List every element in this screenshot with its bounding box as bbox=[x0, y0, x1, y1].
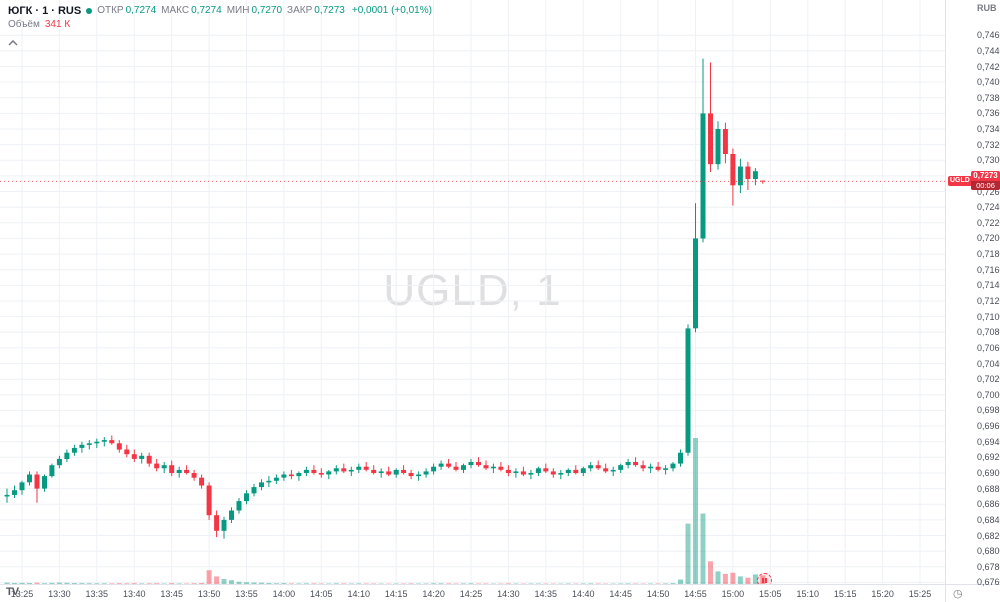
symbol-price-chip[interactable]: UGLD bbox=[948, 176, 972, 187]
time-tick-label: 15:00 bbox=[721, 589, 745, 599]
time-tick-label: 14:50 bbox=[646, 589, 670, 599]
time-tick-label: 13:40 bbox=[123, 589, 146, 599]
chart-plot-area[interactable]: UGLD, 1 ЮГК · 1 · RUS ОТКР 0,7274 МАКС 0,7… bbox=[0, 0, 945, 584]
legend-collapse-button[interactable] bbox=[8, 35, 28, 50]
high-label: МАКС bbox=[161, 5, 190, 16]
legend-volume-row: Объём 341 К bbox=[8, 19, 432, 31]
time-tick-label: 15:25 bbox=[908, 589, 932, 599]
low-value: 0,7270 bbox=[251, 5, 283, 16]
pause-bar bbox=[762, 578, 764, 583]
time-tick-label: 14:20 bbox=[422, 589, 445, 599]
close-value: 0,7273 bbox=[314, 5, 345, 16]
pause-bar bbox=[765, 578, 767, 583]
time-tick-label: 13:55 bbox=[235, 589, 258, 599]
chart-legend: ЮГК · 1 · RUS ОТКР 0,7274 МАКС 0,7274 МИН 0… bbox=[8, 5, 432, 50]
time-tick-label: 13:30 bbox=[48, 589, 71, 599]
candlestick-chart bbox=[0, 0, 945, 584]
time-tick-label: 14:00 bbox=[272, 589, 296, 599]
last-price-tag[interactable]: 0,7273 00:06 bbox=[971, 171, 1000, 191]
time-tick-label: 15:05 bbox=[759, 589, 782, 599]
time-tick-label: 14:35 bbox=[534, 589, 558, 599]
tradingview-logo[interactable]: TV bbox=[6, 586, 19, 598]
market-status-icon[interactable] bbox=[86, 8, 93, 14]
price-tick-label: 0,6760 bbox=[977, 577, 1000, 588]
time-tick-label: 15:20 bbox=[871, 589, 894, 599]
time-tick-label: 14:10 bbox=[347, 589, 371, 599]
open-value: 0,7274 bbox=[125, 5, 157, 16]
time-tick-label: 14:45 bbox=[609, 589, 632, 599]
time-tick-label: 13:50 bbox=[197, 589, 221, 599]
currency-label: RUB bbox=[977, 3, 997, 13]
time-tick-label: 14:40 bbox=[572, 589, 595, 599]
time-tick-label: 14:25 bbox=[459, 589, 483, 599]
volume-value: 341 К bbox=[44, 19, 71, 30]
symbol-title[interactable]: ЮГК · 1 · RUS bbox=[8, 5, 82, 17]
time-tick-label: 13:45 bbox=[160, 589, 183, 599]
low-label: МИН bbox=[226, 5, 250, 16]
time-tick-label: 13:35 bbox=[85, 589, 109, 599]
time-tick-label: 15:15 bbox=[833, 589, 857, 599]
trading-halt-marker-icon[interactable] bbox=[757, 573, 772, 584]
time-tick-label: 14:15 bbox=[384, 589, 408, 599]
last-price: 0,7273 bbox=[973, 171, 998, 181]
time-tick-label: 14:30 bbox=[497, 589, 520, 599]
time-tick-label: 13:25 bbox=[10, 589, 34, 599]
clock-icon[interactable]: ◷ bbox=[953, 588, 963, 600]
time-tick-label: 15:10 bbox=[796, 589, 820, 599]
change-value: +0,0001 (+0,01%) bbox=[351, 5, 432, 16]
time-tick-label: 14:55 bbox=[684, 589, 707, 599]
volume-label: Объём bbox=[8, 19, 40, 30]
chevron-up-icon bbox=[8, 39, 18, 46]
high-value: 0,7274 bbox=[191, 5, 222, 16]
legend-main-row: ЮГК · 1 · RUS ОТКР 0,7274 МАКС 0,7274 МИН 0… bbox=[8, 5, 432, 17]
time-axis[interactable]: 13:25 13:30 13:35 13:40 13:45 13:50 13:55 14:00… bbox=[0, 584, 945, 602]
close-label: ЗАКР bbox=[287, 5, 313, 16]
time-tick-label: 14:05 bbox=[310, 589, 333, 599]
bar-countdown: 00:06 bbox=[971, 181, 1000, 191]
open-label: ОТКР bbox=[97, 5, 124, 16]
axis-corner: ◷ bbox=[945, 584, 1000, 602]
